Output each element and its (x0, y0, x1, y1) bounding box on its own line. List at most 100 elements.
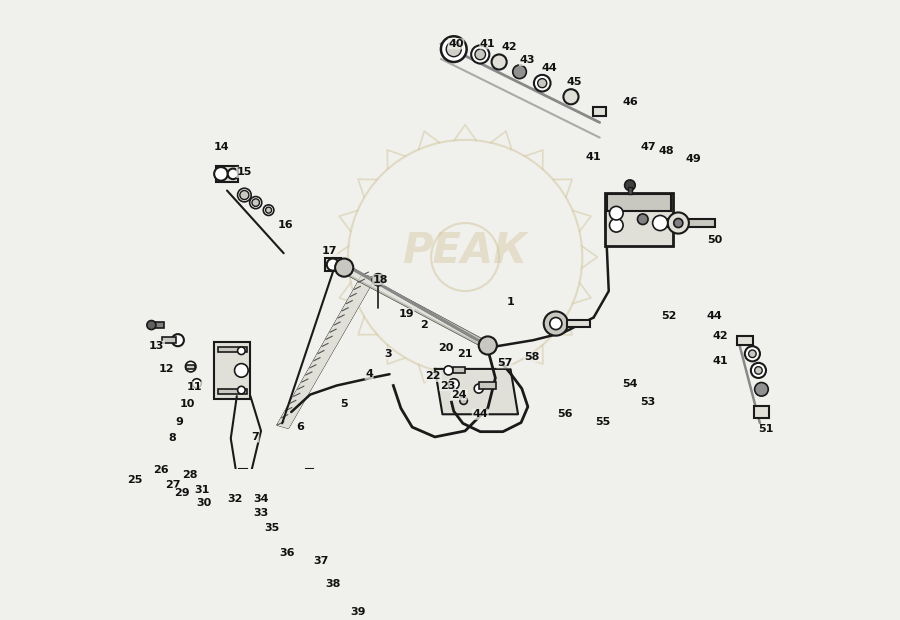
Circle shape (544, 311, 568, 335)
Text: 41: 41 (586, 153, 601, 162)
Text: 52: 52 (662, 311, 677, 321)
Circle shape (372, 273, 384, 286)
Circle shape (238, 188, 251, 202)
Text: РЕАК: РЕАК (402, 230, 527, 272)
Circle shape (609, 218, 623, 232)
Bar (605, 193, 673, 246)
Circle shape (215, 490, 220, 495)
Bar (480, 382, 496, 389)
Circle shape (745, 346, 760, 361)
Circle shape (214, 167, 228, 180)
Circle shape (238, 347, 245, 355)
Text: 20: 20 (438, 343, 454, 353)
Circle shape (475, 49, 485, 60)
Circle shape (138, 484, 150, 496)
Text: 13: 13 (149, 341, 165, 352)
Text: 34: 34 (253, 494, 269, 504)
Bar (338, 541, 360, 548)
Circle shape (172, 334, 184, 346)
Bar (628, 187, 632, 194)
Text: 51: 51 (759, 424, 774, 435)
Bar (736, 335, 753, 345)
Circle shape (652, 216, 668, 231)
Circle shape (354, 579, 372, 597)
Text: 56: 56 (557, 409, 572, 419)
Text: 32: 32 (227, 494, 242, 504)
Circle shape (448, 379, 459, 389)
Text: 58: 58 (524, 352, 539, 362)
Bar (240, 472, 312, 498)
Bar (666, 219, 715, 227)
Bar (218, 389, 247, 394)
Circle shape (550, 317, 562, 330)
Circle shape (474, 384, 483, 393)
Bar (325, 258, 341, 272)
Circle shape (185, 492, 197, 503)
Text: 25: 25 (127, 475, 142, 485)
Circle shape (444, 366, 453, 375)
Circle shape (534, 75, 551, 92)
Text: 41: 41 (480, 39, 496, 49)
Text: 5: 5 (340, 399, 348, 409)
Circle shape (228, 169, 238, 179)
Circle shape (637, 214, 648, 224)
Text: 23: 23 (440, 381, 455, 391)
Text: 42: 42 (713, 332, 728, 342)
Bar (593, 107, 607, 117)
Text: 17: 17 (321, 246, 337, 256)
Text: 49: 49 (686, 154, 701, 164)
Text: 12: 12 (158, 364, 175, 374)
Text: 4: 4 (365, 369, 373, 379)
Text: 37: 37 (314, 556, 329, 566)
Circle shape (169, 490, 183, 504)
Circle shape (154, 487, 169, 502)
Text: 19: 19 (399, 309, 414, 319)
Text: 29: 29 (175, 488, 190, 498)
Circle shape (668, 213, 688, 234)
Polygon shape (435, 369, 518, 414)
Text: 36: 36 (279, 548, 294, 559)
Text: 43: 43 (519, 55, 535, 66)
Text: 8: 8 (168, 433, 176, 443)
Circle shape (197, 487, 212, 503)
Circle shape (479, 337, 497, 355)
Polygon shape (343, 265, 488, 349)
Text: 21: 21 (457, 349, 472, 359)
Text: 6: 6 (296, 422, 304, 432)
Bar (453, 368, 465, 373)
Text: 9: 9 (176, 417, 184, 427)
Circle shape (460, 397, 467, 404)
Text: 57: 57 (497, 358, 512, 368)
Text: 28: 28 (182, 470, 198, 480)
Circle shape (212, 487, 222, 498)
Text: 40: 40 (448, 39, 464, 49)
Text: 7: 7 (251, 432, 259, 442)
Bar (312, 484, 325, 499)
Bar (149, 322, 164, 328)
Text: 24: 24 (451, 389, 467, 400)
Circle shape (625, 180, 635, 190)
Text: 47: 47 (640, 143, 656, 153)
Text: 50: 50 (707, 236, 722, 246)
Circle shape (755, 366, 762, 374)
Circle shape (751, 363, 766, 378)
Text: 42: 42 (501, 42, 517, 52)
Circle shape (335, 541, 341, 547)
Bar (162, 337, 176, 343)
Circle shape (266, 207, 272, 213)
Bar (186, 365, 195, 368)
Text: 16: 16 (278, 220, 293, 230)
Circle shape (147, 321, 156, 330)
Circle shape (249, 197, 262, 209)
Circle shape (749, 350, 756, 358)
Circle shape (563, 89, 579, 104)
Text: 54: 54 (622, 379, 638, 389)
Circle shape (193, 379, 202, 388)
Text: 2: 2 (419, 320, 428, 330)
Text: 48: 48 (659, 146, 674, 156)
Circle shape (341, 564, 363, 585)
Circle shape (537, 79, 547, 87)
Circle shape (188, 494, 194, 500)
Text: 30: 30 (196, 498, 211, 508)
Text: 39: 39 (350, 608, 365, 618)
